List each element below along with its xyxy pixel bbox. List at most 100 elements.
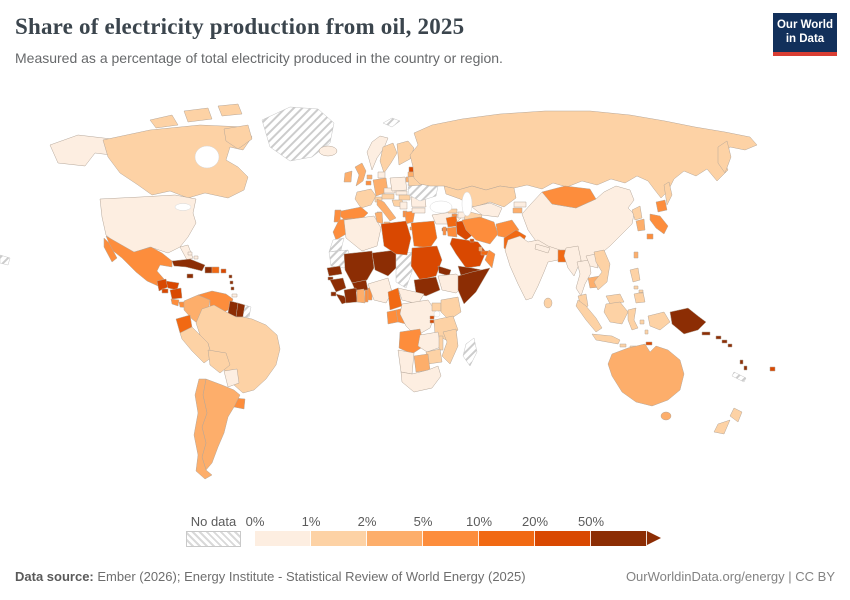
country-sierra-leone[interactable] (330, 291, 337, 297)
country-south-korea[interactable] (635, 218, 646, 232)
country-angola[interactable] (398, 328, 425, 355)
country-russia[interactable] (409, 110, 758, 199)
country-serbia[interactable] (399, 201, 408, 210)
legend-no-data[interactable]: No data (186, 514, 241, 547)
country-japan-hokkaido[interactable] (655, 199, 668, 213)
country-russia-kamchatka[interactable] (717, 140, 732, 174)
country-kuwait[interactable] (469, 238, 475, 243)
country-new-zealand-north[interactable] (729, 407, 743, 423)
country-bahamas[interactable] (187, 251, 199, 260)
country-rwanda[interactable] (429, 315, 435, 320)
country-sweden[interactable] (379, 142, 398, 174)
legend-bin-2-5%[interactable] (367, 531, 423, 546)
country-papua-new-guinea[interactable] (669, 307, 711, 336)
country-puerto-rico[interactable] (220, 268, 227, 274)
country-austria[interactable] (381, 193, 395, 200)
country-netherlands[interactable] (366, 174, 373, 180)
country-indonesia-west-papua[interactable] (647, 311, 671, 331)
country-kyrgyzstan[interactable] (513, 201, 527, 208)
country-belgium[interactable] (365, 180, 372, 186)
country-haiti[interactable] (204, 266, 213, 274)
country-dr-congo[interactable] (399, 299, 437, 337)
country-nicaragua[interactable] (169, 287, 183, 300)
footer-link[interactable]: OurWorldinData.org/energy | CC BY (625, 569, 835, 584)
country-solomon-islands[interactable] (715, 335, 733, 348)
country-chad[interactable] (395, 251, 415, 289)
country-iceland[interactable] (318, 145, 338, 157)
country-russia-sakhalin[interactable] (663, 181, 673, 206)
country-jordan[interactable] (446, 226, 458, 238)
legend-bin-0-1%[interactable] (255, 531, 311, 546)
country-bulgaria[interactable] (411, 207, 426, 214)
country-hungary[interactable] (398, 194, 411, 201)
country-united-kingdom[interactable] (354, 162, 367, 187)
country-costa-rica[interactable] (170, 298, 180, 307)
country-bolivia[interactable] (207, 349, 231, 374)
country-australia-tasmania[interactable] (660, 411, 672, 421)
country-vietnam[interactable] (593, 249, 611, 291)
country-guinea[interactable] (329, 277, 347, 293)
country-alaska[interactable] (49, 134, 113, 167)
country-botswana[interactable] (413, 353, 431, 373)
country-new-zealand-south[interactable] (713, 419, 731, 435)
country-malawi[interactable] (438, 335, 444, 351)
country-algeria[interactable] (343, 215, 382, 252)
country-ireland[interactable] (343, 170, 353, 183)
country-cuba[interactable] (171, 258, 206, 272)
country-timor-leste[interactable] (645, 341, 653, 346)
country-us-florida[interactable] (179, 244, 194, 261)
country-cote-divoire[interactable] (343, 287, 358, 304)
country-niger[interactable] (371, 249, 399, 277)
country-israel[interactable] (442, 226, 447, 236)
country-south-africa[interactable] (400, 365, 442, 393)
legend-bin-1-2%[interactable] (311, 531, 367, 546)
pacific-fragment[interactable] (0, 254, 11, 266)
legend-bin-50%+[interactable] (591, 531, 647, 546)
country-somalia[interactable] (457, 267, 491, 305)
country-indonesia-sulawesi[interactable] (627, 307, 639, 331)
country-malaysia-borneo[interactable] (605, 293, 625, 305)
country-nepal[interactable] (534, 243, 551, 254)
country-japan-honshu[interactable] (649, 213, 669, 235)
country-germany[interactable] (372, 177, 389, 197)
country-south-sudan[interactable] (413, 276, 441, 297)
country-zambia[interactable] (417, 331, 442, 353)
country-madagascar[interactable] (462, 337, 478, 367)
country-argentina[interactable] (201, 378, 241, 471)
country-burundi[interactable] (429, 319, 435, 324)
country-mexico-baja[interactable] (103, 237, 118, 263)
country-japan-kyushu[interactable] (646, 233, 654, 240)
country-western-sahara[interactable] (328, 237, 345, 253)
country-denmark[interactable] (377, 171, 386, 179)
country-new-caledonia[interactable] (731, 371, 747, 383)
country-saudi-arabia[interactable] (449, 237, 487, 269)
country-qatar[interactable] (478, 246, 483, 252)
country-kenya[interactable] (440, 296, 462, 321)
country-dominican-republic[interactable] (211, 266, 220, 274)
country-senegal[interactable] (326, 265, 343, 277)
country-brazil[interactable] (195, 304, 281, 394)
country-french-guiana[interactable] (242, 304, 252, 318)
legend-no-data-swatch[interactable] (186, 531, 241, 547)
country-poland[interactable] (389, 176, 408, 192)
country-eritrea[interactable] (437, 265, 452, 277)
country-vanuatu[interactable] (739, 359, 748, 371)
country-svalbard[interactable] (382, 117, 401, 128)
country-taiwan[interactable] (633, 251, 639, 259)
country-tajikistan[interactable] (512, 207, 523, 214)
country-myanmar[interactable] (563, 245, 582, 277)
country-fiji[interactable] (769, 366, 776, 372)
country-trinidad-and-tobago[interactable] (231, 293, 238, 298)
country-lesser-antilles[interactable] (228, 274, 235, 291)
owid-logo[interactable]: Our World in Data (773, 13, 837, 56)
country-uganda[interactable] (431, 302, 442, 312)
legend-bin-10-20%[interactable] (479, 531, 535, 546)
country-el-salvador[interactable] (161, 288, 169, 294)
legend-bin-20-50%[interactable] (535, 531, 591, 546)
country-australia[interactable] (607, 343, 685, 407)
country-jamaica[interactable] (186, 273, 194, 279)
country-canada-arctic-islands[interactable] (149, 103, 253, 150)
country-kazakhstan[interactable] (443, 185, 517, 208)
country-namibia[interactable] (397, 349, 415, 375)
country-togo[interactable] (364, 289, 369, 303)
